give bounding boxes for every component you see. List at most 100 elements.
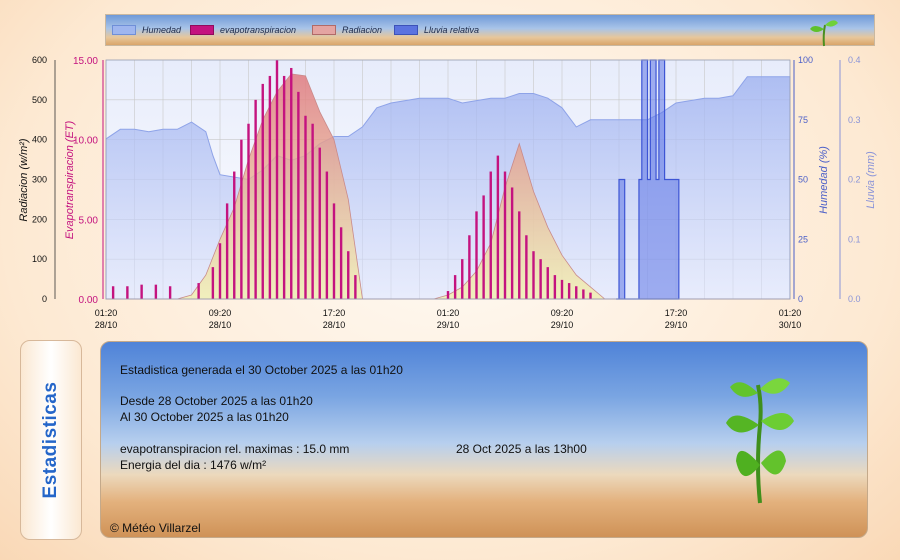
legend-item-evapotranspiracion: evapotranspiracion [190,25,296,35]
stats-energy: Energia del dia : 1476 w/m² [120,458,267,472]
rain-tick-label: 0.2 [848,175,861,185]
x-tick-time: 17:20 [665,308,688,318]
et-bar [154,284,158,299]
et-bar [282,75,286,299]
et-bar [510,187,514,299]
x-tick-time: 01:20 [779,308,802,318]
et-bar [339,227,343,299]
et-bar [518,211,521,299]
radiation-axis-title: Radiacion (w/m²) [18,138,30,221]
et-bar [453,275,457,299]
et-bar [297,91,300,299]
et-axis-title: Evapotranspiracion (ET) [64,120,76,239]
stats-et-max: evapotranspiracion rel. maximas : 15.0 m… [120,442,350,456]
legend-swatch-lluvia [394,25,418,35]
x-tick-time: 17:20 [323,308,346,318]
radiation-tick-label: 500 [32,95,47,105]
et-bar [247,123,250,299]
et-bar [482,195,485,299]
et-tick-label: 5.00 [79,215,99,226]
humidity-tick-label: 50 [798,175,808,185]
legend-label-radiacion: Radiacion [342,25,383,35]
rain-tick-label: 0.4 [848,55,861,65]
et-bar [111,286,115,299]
et-bar [475,211,478,299]
et-bar [290,67,293,299]
et-bar [311,123,314,299]
et-bar [347,251,350,299]
x-tick-date: 29/10 [437,320,460,330]
humidity-tick-label: 75 [798,115,808,125]
et-tick-label: 15.00 [73,56,98,67]
et-bar [197,283,200,299]
et-bar [275,60,279,299]
et-bar [553,275,557,299]
et-bar [304,115,307,300]
et-bar [546,267,549,299]
et-bar [567,283,571,299]
et-bar [211,267,215,299]
x-tick-date: 29/10 [665,320,688,330]
et-tick-label: 10.00 [73,136,98,147]
stats-to: Al 30 October 2025 a las 01h20 [120,410,289,424]
radiation-tick-label: 300 [32,175,47,185]
rain-tick-label: 0.0 [848,294,861,304]
rain-tick-label: 0.1 [848,234,861,244]
et-bar [489,171,492,299]
et-bar [354,275,357,299]
et-bar [582,289,585,299]
x-tick-date: 28/10 [209,320,232,330]
x-tick-date: 28/10 [95,320,118,330]
et-bar [261,83,264,300]
et-bar [525,235,528,299]
stats-tab[interactable]: Estadisticas [20,340,82,540]
legend-swatch-radiacion [312,25,336,35]
et-bar [126,286,129,299]
x-tick-time: 09:20 [551,308,574,318]
x-tick-time: 01:20 [95,308,118,318]
legend-label-humedad: Humedad [142,25,182,35]
et-bar [532,251,535,299]
weather-chart: 0 100 200 300 400 500 600 Radiacion (w/m²) 0.00 5… [18,55,877,330]
et-bar [325,171,329,299]
x-tick-date: 29/10 [551,320,574,330]
et-bar [233,171,236,299]
stats-et-max-when: 28 Oct 2025 a las 13h00 [456,442,587,456]
x-tick-date: 30/10 [779,320,802,330]
humidity-tick-label: 0 [798,294,803,304]
radiation-tick-label: 200 [32,214,47,224]
et-bar [446,291,450,299]
et-bar [468,235,471,299]
legend-swatch-evapotranspiracion [190,25,214,35]
humidity-tick-label: 100 [798,55,813,65]
radiation-tick-label: 400 [32,135,47,145]
et-bar [240,139,243,299]
legend-bar: Humedad evapotranspiracion Radiacion Llu… [105,14,875,47]
radiation-tick-label: 600 [32,55,47,65]
stats-panel: Estadistica generada el 30 October 2025 … [100,341,868,538]
et-bar [503,171,507,299]
radiation-tick-label: 100 [32,254,47,264]
sprout-icon [810,20,838,47]
stats-generated: Estadistica generada el 30 October 2025 … [120,363,403,377]
et-bar [268,75,272,299]
rain-axis-title: Lluvia (mm) [865,151,877,209]
et-bar [461,259,464,299]
legend-item-lluvia: Lluvia relativa [394,25,479,35]
et-bar [332,203,336,299]
stats-copyright: © Météo Villarzel [110,521,201,535]
stats-tab-label: Estadisticas [40,381,61,499]
et-tick-label: 0.00 [79,295,99,306]
rain-tick-label: 0.3 [848,115,861,125]
legend-label-lluvia: Lluvia relativa [424,25,480,35]
legend-swatch-humedad [112,25,136,35]
legend-label-evapotranspiracion: evapotranspiracion [220,25,297,35]
x-tick-date: 28/10 [323,320,346,330]
x-tick-time: 09:20 [209,308,232,318]
plant-icon [726,378,794,504]
et-bar [218,243,222,299]
humidity-axis-title: Humedad (%) [818,146,830,214]
et-bar [496,155,500,299]
plot-border [105,59,791,300]
et-bar [539,259,542,299]
